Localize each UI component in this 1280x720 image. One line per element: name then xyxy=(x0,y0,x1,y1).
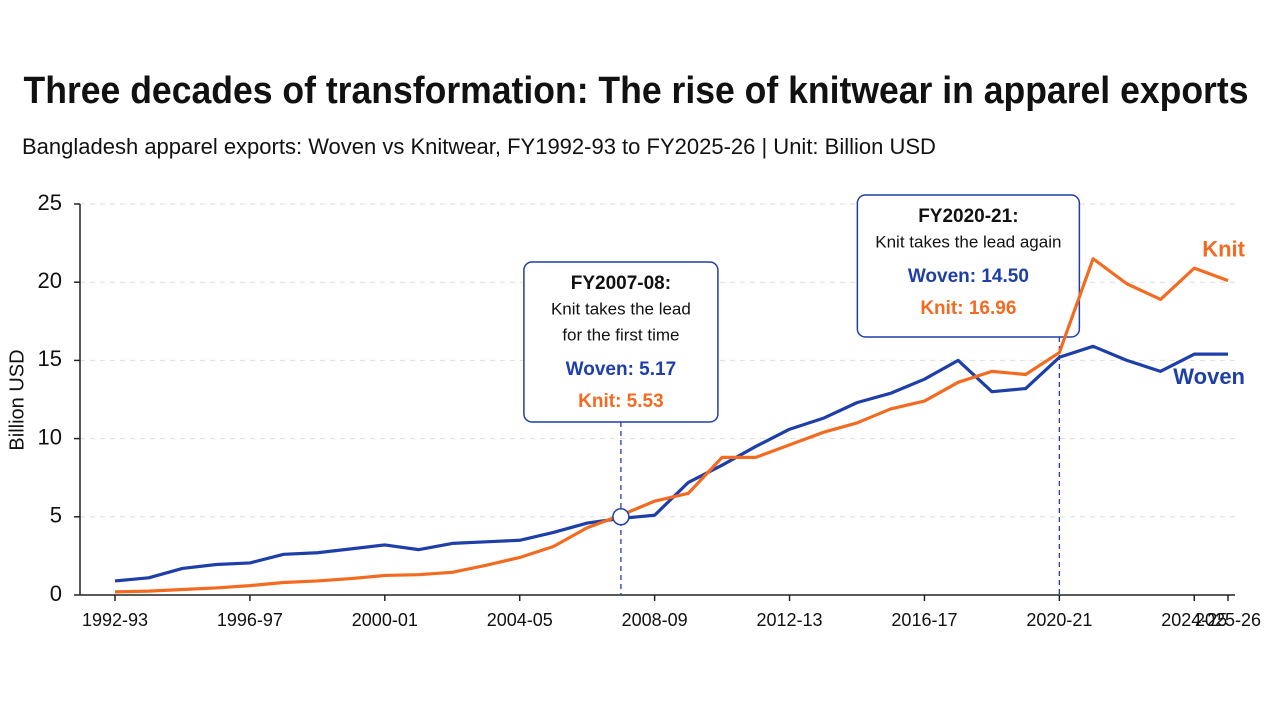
annotation-title: FY2020-21: xyxy=(918,206,1018,227)
chart-title: Three decades of transformation: The ris… xyxy=(24,70,1249,112)
x-tick-label: 1996-97 xyxy=(217,610,283,630)
annotation-text: Knit takes the lead again xyxy=(875,232,1061,251)
x-tick-label: 2024-25 xyxy=(1161,610,1227,630)
chart-subtitle: Bangladesh apparel exports: Woven vs Kni… xyxy=(22,134,936,159)
x-tick-label: 2004-05 xyxy=(487,610,553,630)
annotation-woven: Woven: 14.50 xyxy=(908,266,1029,287)
y-tick-label: 25 xyxy=(38,190,62,215)
y-tick-label: 20 xyxy=(38,268,62,293)
crossing-marker xyxy=(612,508,630,526)
y-tick-label: 10 xyxy=(38,424,62,449)
x-tick-label: 2000-01 xyxy=(352,610,418,630)
x-tick-label: 2012-13 xyxy=(757,610,823,630)
x-tick-label: 1992-93 xyxy=(82,610,148,630)
x-tick-label: 2025-26 xyxy=(1195,610,1261,630)
x-tick-label: 2008-09 xyxy=(622,610,688,630)
annotation-knit: Knit: 5.53 xyxy=(578,391,664,412)
annotation-woven: Woven: 5.17 xyxy=(566,359,677,380)
annotation-text: Knit takes the lead xyxy=(551,299,691,318)
annotation-title: FY2007-08: xyxy=(571,273,671,294)
legend-label: Knit xyxy=(1202,236,1245,261)
x-tick-label: 2016-17 xyxy=(891,610,957,630)
annotation-text: for the first time xyxy=(562,325,679,344)
y-axis-label: Billion USD xyxy=(6,349,28,450)
y-tick-label: 0 xyxy=(50,581,62,606)
annotation-box xyxy=(523,261,719,423)
x-tick-label: 2020-21 xyxy=(1026,610,1092,630)
series-line xyxy=(114,257,1229,594)
annotation-knit: Knit: 16.96 xyxy=(920,298,1016,319)
legend-label: Woven xyxy=(1173,364,1245,389)
y-tick-label: 5 xyxy=(50,503,62,528)
y-tick-label: 15 xyxy=(38,346,62,371)
annotation-box xyxy=(856,194,1081,338)
